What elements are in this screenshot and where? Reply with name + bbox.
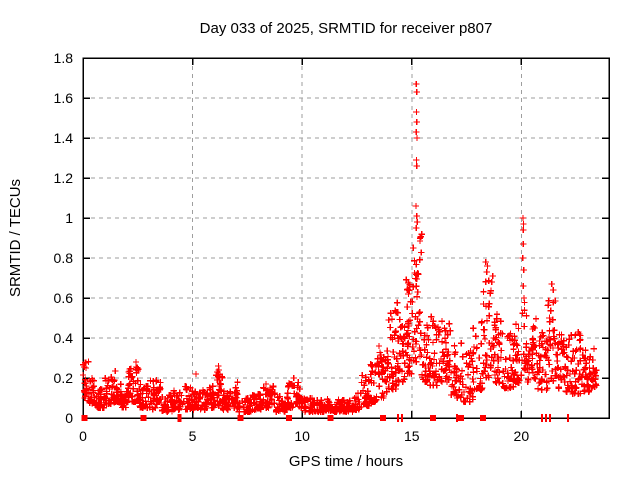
y-tick-label: 1.4 <box>54 130 74 146</box>
x-tick-label: 0 <box>79 428 87 444</box>
x-tick-label: 20 <box>514 428 530 444</box>
y-tick-label: 0.2 <box>54 370 74 386</box>
scatter-points <box>79 80 600 416</box>
y-tick-label: 1.8 <box>54 50 74 66</box>
chart-title: Day 033 of 2025, SRMTID for receiver p80… <box>200 20 493 37</box>
y-tick-label: 0.4 <box>54 330 74 346</box>
plot-frame <box>82 57 610 419</box>
x-tick-labels: 0 5 10 15 20 <box>79 428 529 444</box>
x-axis-label: GPS time / hours <box>289 453 403 470</box>
grid-lines <box>83 57 609 418</box>
y-tick-label: 1 <box>65 210 73 226</box>
y-axis-label: SRMTID / TECUs <box>7 179 24 297</box>
y-tick-label: 0 <box>65 410 73 426</box>
zero-markers <box>81 414 569 422</box>
x-tick-label: 15 <box>404 428 420 444</box>
y-tick-labels: 0 0.2 0.4 0.6 0.8 1 1.2 1.4 1.6 1.8 <box>54 50 74 426</box>
y-tick-label: 1.2 <box>54 170 74 186</box>
x-tick-label: 5 <box>189 428 197 444</box>
y-tick-label: 1.6 <box>54 90 74 106</box>
y-tick-label: 0.6 <box>54 290 74 306</box>
y-tick-label: 0.8 <box>54 250 74 266</box>
axis-ticks <box>82 57 609 419</box>
x-tick-label: 10 <box>294 428 310 444</box>
